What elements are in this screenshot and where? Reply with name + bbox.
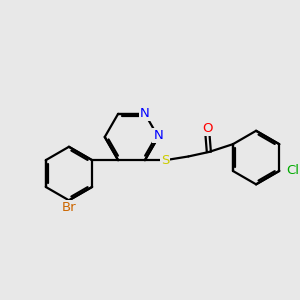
Text: Cl: Cl — [286, 164, 299, 178]
Text: S: S — [161, 154, 170, 167]
Text: O: O — [202, 122, 212, 135]
Text: N: N — [140, 107, 150, 120]
Text: Br: Br — [61, 200, 76, 214]
Text: N: N — [153, 129, 163, 142]
